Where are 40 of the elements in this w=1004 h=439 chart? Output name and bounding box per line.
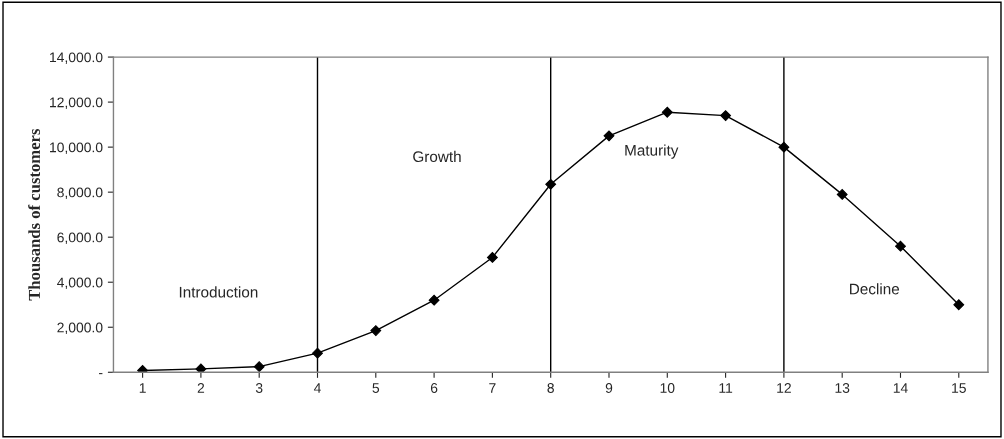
y-axis-title: Thousands of customers	[28, 128, 41, 301]
y-tick-label: -	[99, 373, 103, 375]
x-tick-label: 11	[719, 383, 733, 393]
annotation: Growth	[413, 150, 461, 163]
point	[195, 363, 207, 373]
y-tick-label: 8,000.0	[57, 187, 103, 199]
point	[895, 240, 906, 252]
x-tick-label: 12	[777, 383, 791, 393]
x-tick-label: 3	[255, 383, 263, 393]
point	[603, 130, 615, 142]
point	[661, 106, 673, 118]
x-tick-label: 2	[197, 383, 205, 393]
x-tick-label: 14	[893, 383, 908, 393]
y-tick-label: 12,000.0	[50, 97, 103, 109]
x-tick-label: 10	[660, 383, 675, 393]
x-tick-label: 15	[952, 383, 966, 393]
x-tick-label: 7	[489, 383, 496, 393]
x-tick-label: 9	[605, 383, 613, 393]
annotation: Introduction	[179, 286, 258, 298]
point	[312, 347, 323, 359]
y-tick-label: 4,000.0	[57, 277, 103, 290]
y-tick-label: 2,000.0	[57, 322, 103, 335]
y-tick-label: 6,000.0	[57, 232, 103, 244]
x-tick-label: 1	[139, 383, 146, 393]
point	[486, 252, 498, 263]
y-tick-label: 10,000.0	[50, 142, 103, 154]
point	[253, 361, 265, 373]
annotation: Decline	[850, 283, 900, 295]
x-tick-label: 5	[372, 383, 380, 393]
x-tick-label: 8	[547, 383, 554, 393]
point	[836, 188, 848, 200]
annotation: Maturity	[625, 144, 679, 159]
x-tick-label: 13	[835, 383, 850, 393]
point	[428, 294, 440, 306]
y-tick-label: 14,000.0	[50, 52, 103, 64]
point	[953, 299, 965, 311]
x-tick-label: 6	[430, 383, 438, 393]
x-tick-label: 4	[313, 383, 321, 393]
point	[720, 110, 732, 122]
point	[370, 325, 382, 337]
